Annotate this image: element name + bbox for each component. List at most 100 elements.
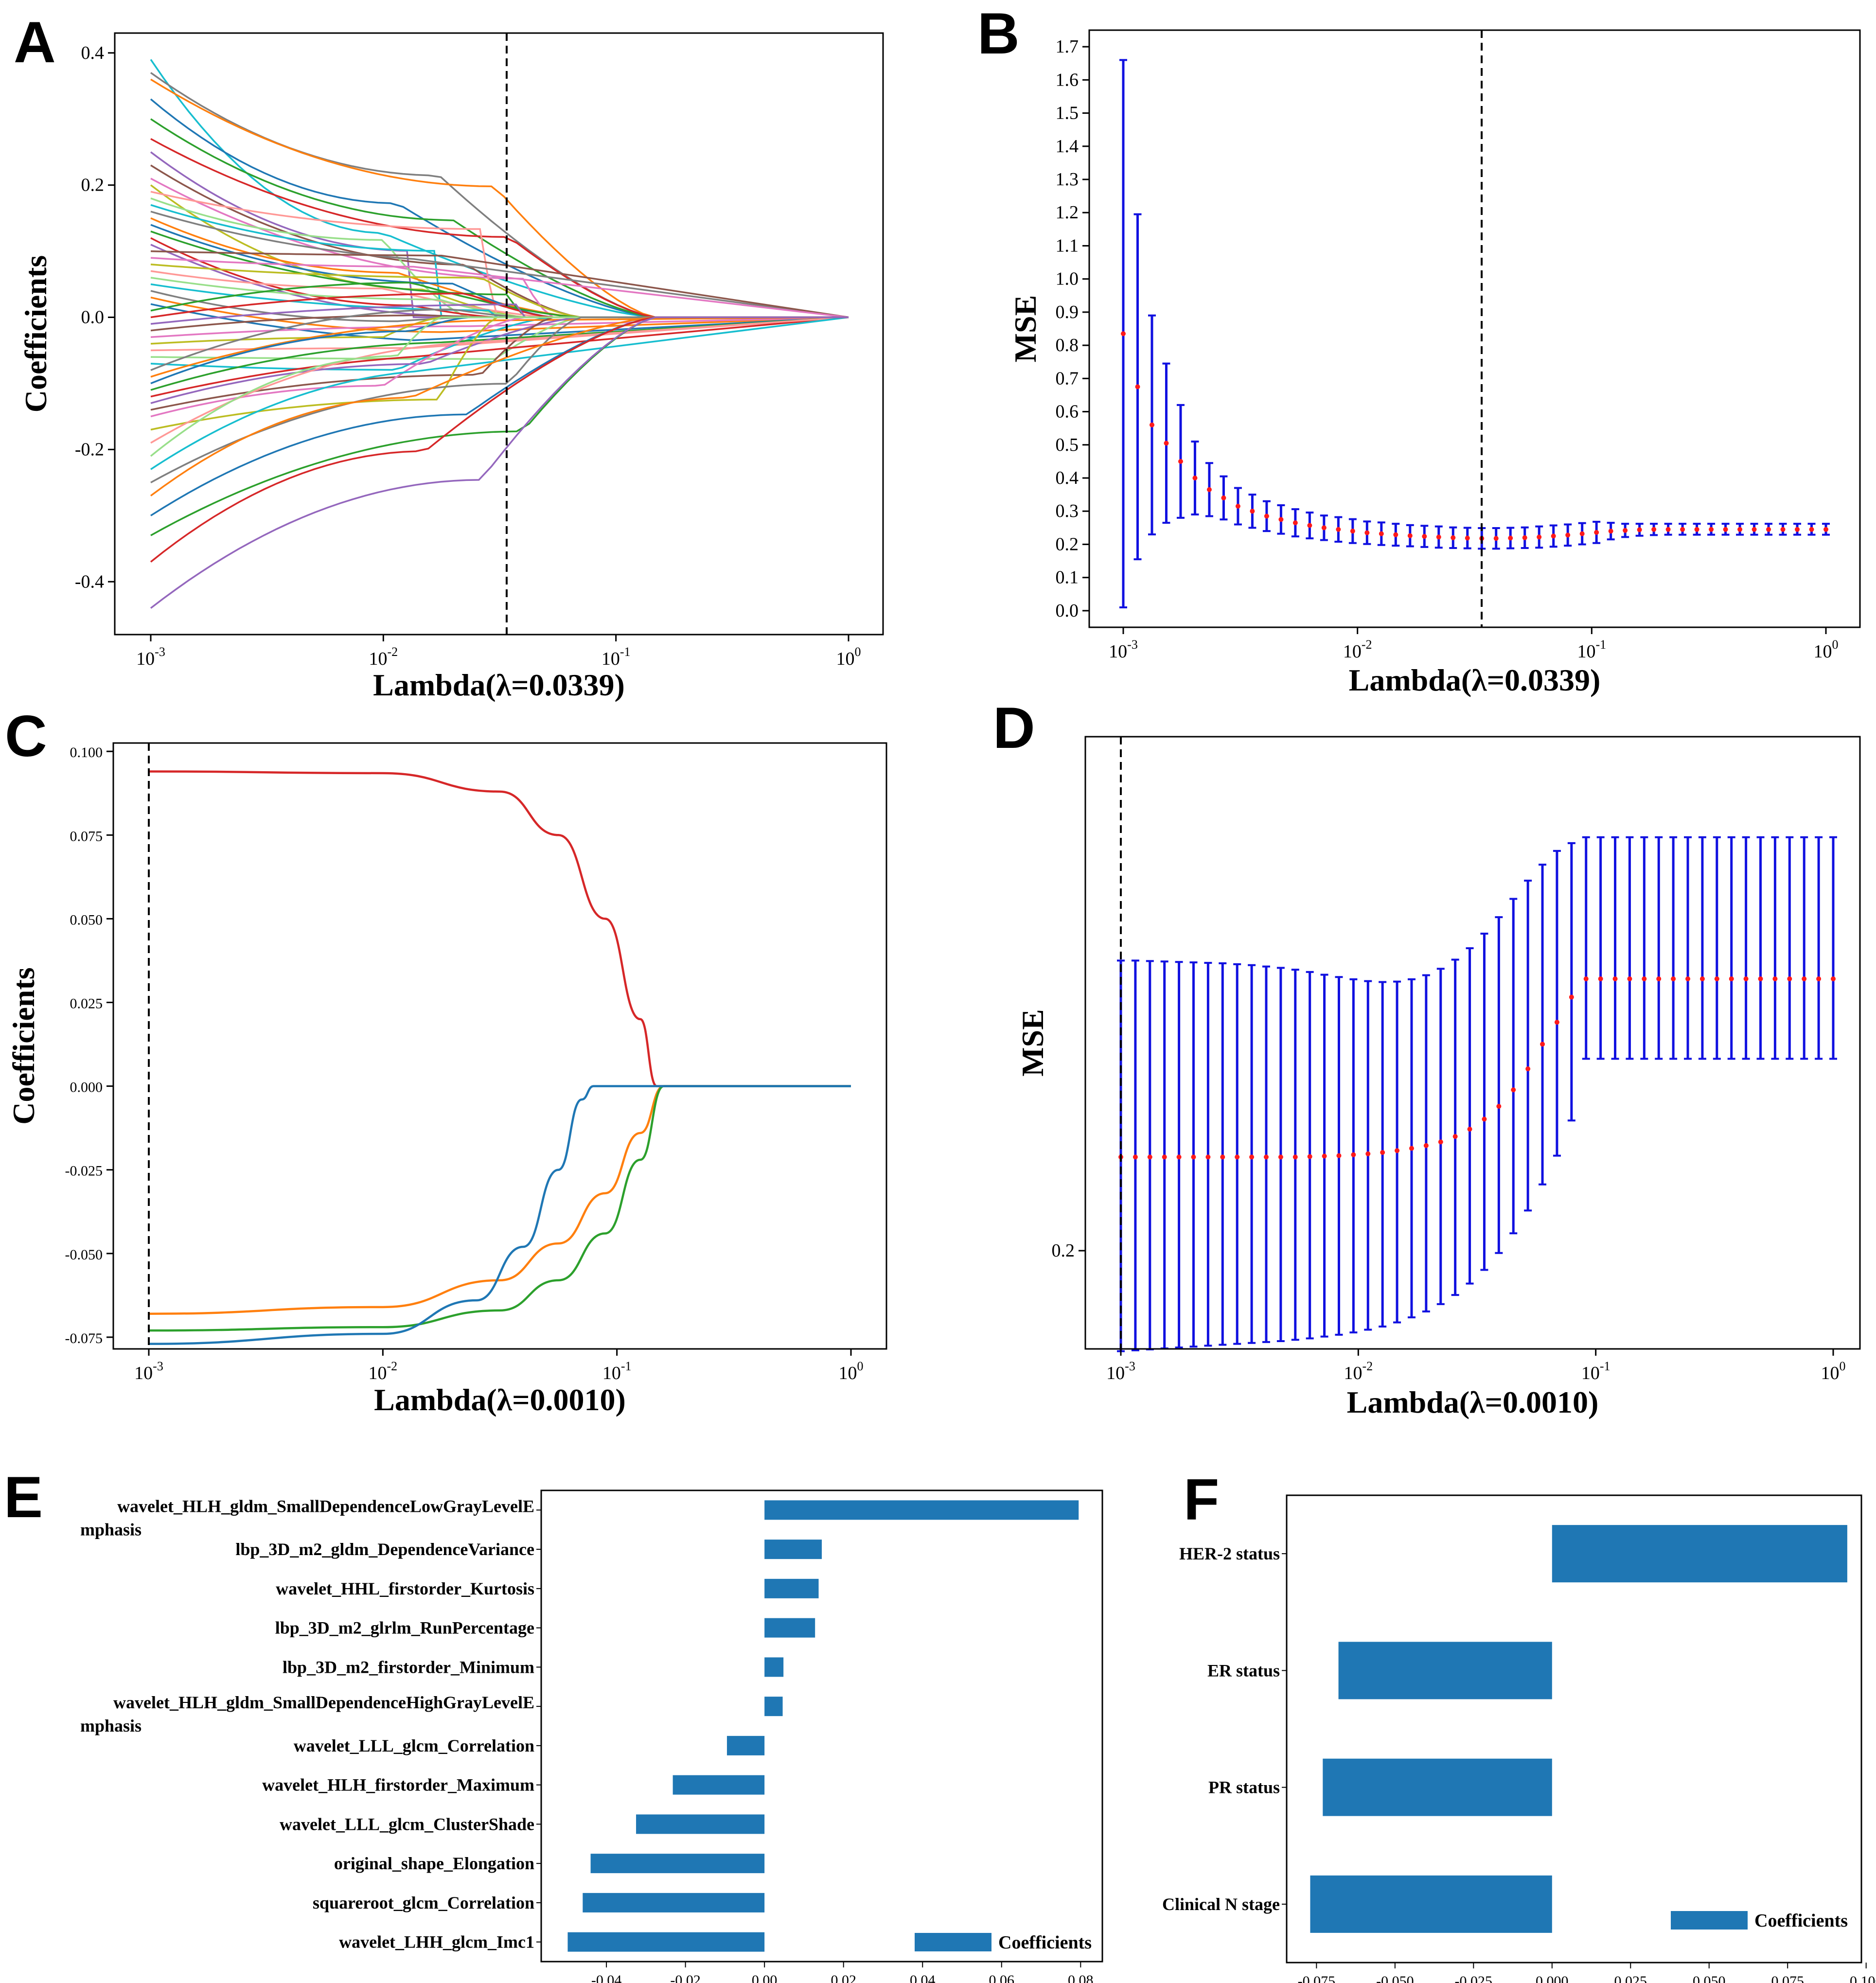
x-tick-label: 0.00 <box>752 1972 778 1983</box>
tick-base: 10 <box>839 1363 857 1383</box>
mse-point <box>1147 1154 1152 1160</box>
mse-point <box>1380 1150 1385 1155</box>
mse-point <box>1685 976 1691 981</box>
coefficient-bar <box>764 1500 1079 1520</box>
mse-point <box>1651 527 1657 532</box>
mse-point <box>1612 976 1618 981</box>
tick-base: 10 <box>368 1363 387 1383</box>
y-tick-label: 0.7 <box>1056 368 1079 389</box>
x-tick-label: -0.075 <box>1298 1973 1336 1983</box>
tick-base: 10 <box>1344 1363 1362 1383</box>
y-tick-label: 0.000 <box>70 1080 103 1096</box>
y-tick-label: 1.1 <box>1056 235 1079 256</box>
coefficient-path <box>150 59 849 319</box>
y-tick-label: 0.0 <box>81 307 105 328</box>
tick-exponent: 0 <box>857 1359 864 1373</box>
x-tick-label: 10-1 <box>602 1359 632 1383</box>
y-tick-label: 0.4 <box>81 43 105 63</box>
panel-label-d: D <box>993 695 1035 761</box>
mse-point <box>1321 525 1327 531</box>
mse-point <box>1522 535 1527 540</box>
coefficient-bar <box>1338 1642 1552 1700</box>
y-tick-label: 0.9 <box>1056 302 1079 322</box>
mse-point <box>1149 422 1154 427</box>
y-tick-label: 1.2 <box>1056 202 1079 223</box>
coefficient-path <box>150 197 849 319</box>
y-tick-label: -0.025 <box>65 1163 103 1179</box>
mse-point <box>1565 532 1571 538</box>
coefficient-bar <box>764 1618 815 1638</box>
y-tick-label: 0.6 <box>1056 402 1079 422</box>
coefficient-path <box>150 316 849 378</box>
x-tick-label: 10-1 <box>1581 1359 1611 1383</box>
mse-point <box>1680 527 1685 532</box>
mse-point <box>1569 994 1574 1000</box>
coefficient-path <box>148 1085 851 1315</box>
tick-base: 10 <box>134 1363 153 1383</box>
coefficient-path <box>148 1085 851 1332</box>
mse-point <box>1235 1154 1240 1160</box>
tick-exponent: -2 <box>387 1359 397 1373</box>
x-tick-label: 0.025 <box>1614 1973 1647 1983</box>
x-tick-label: -0.02 <box>670 1972 701 1983</box>
tick-base: 10 <box>1343 641 1362 662</box>
coefficient-path <box>150 316 849 371</box>
mse-point <box>1451 535 1456 540</box>
tick-exponent: -1 <box>621 1359 632 1373</box>
mse-point <box>1206 487 1212 492</box>
legend-swatch <box>915 1933 991 1951</box>
coefficient-path <box>150 316 849 496</box>
x-axis-label: Lambda(λ=0.0339) <box>1349 663 1601 697</box>
mse-point <box>1709 527 1714 532</box>
coefficient-path <box>150 316 849 385</box>
mse-point <box>1263 1154 1269 1160</box>
panel-f-chart-frame <box>1286 1494 1862 1964</box>
legend-label: Coefficients <box>1754 1911 1848 1931</box>
mse-point <box>1436 534 1441 540</box>
mse-point <box>1780 527 1786 532</box>
mse-point <box>1407 533 1413 538</box>
category-label: wavelet_HLH_gldm_SmallDependenceLowGrayL… <box>117 1496 534 1516</box>
mse-point <box>1694 527 1699 532</box>
mse-point <box>1322 1153 1327 1159</box>
category-label: HER-2 status <box>1179 1544 1280 1563</box>
coefficient-path <box>150 303 849 325</box>
y-tick-label: -0.4 <box>75 571 104 592</box>
mse-point <box>1508 535 1513 541</box>
coefficient-bar <box>673 1775 765 1795</box>
tick-exponent: 0 <box>1832 637 1839 652</box>
coefficient-bar <box>726 1735 765 1755</box>
tick-exponent: -1 <box>1595 637 1606 652</box>
y-tick-label: 1.0 <box>1056 269 1079 289</box>
y-tick-label: -0.075 <box>65 1330 103 1346</box>
coefficient-path <box>150 257 849 319</box>
coefficient-path <box>150 316 849 431</box>
coefficient-path <box>150 316 849 345</box>
tick-base: 10 <box>836 649 855 669</box>
tick-exponent: -2 <box>1362 1359 1373 1373</box>
x-tick-label: 0.02 <box>831 1972 856 1983</box>
panel-b-chart-frame <box>1088 29 1861 628</box>
mse-point <box>1714 976 1719 981</box>
coefficient-bar <box>764 1578 819 1598</box>
coefficient-path <box>150 316 849 609</box>
mse-point <box>1235 503 1240 509</box>
category-label: mphasis <box>80 1716 142 1735</box>
mse-point <box>1307 523 1312 528</box>
mse-point <box>1307 1154 1312 1159</box>
x-tick-label: 10-2 <box>1343 637 1372 662</box>
coefficient-path <box>150 316 849 404</box>
panel-f-chart: HER-2 status ER status PR status Clinical N… <box>1162 1494 1876 1983</box>
coefficient-path <box>150 224 849 319</box>
category-label: wavelet_HHL_firstorder_Kurtosis <box>276 1579 534 1598</box>
mse-point <box>1278 517 1284 522</box>
tick-exponent: -1 <box>620 645 631 659</box>
y-tick-label: 0.0 <box>1056 601 1079 621</box>
x-tick-label: 0.075 <box>1771 1973 1804 1983</box>
x-tick-label: 100 <box>839 1359 864 1383</box>
x-axis-label: Lambda(λ=0.0339) <box>373 668 625 702</box>
mse-point <box>1350 529 1355 534</box>
mse-point <box>1699 976 1705 981</box>
coefficient-path <box>150 316 849 391</box>
category-label: original_shape_Elongation <box>334 1854 534 1873</box>
